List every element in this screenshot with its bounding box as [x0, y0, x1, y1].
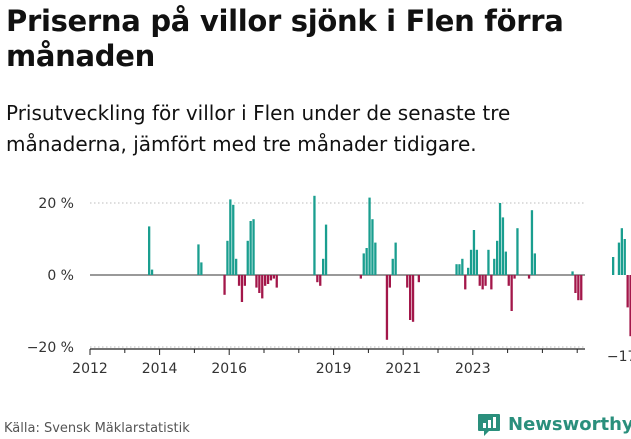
bar — [496, 240, 499, 275]
bar — [629, 275, 631, 337]
chart-subtitle: Prisutveckling för villor i Flen under d… — [6, 101, 511, 156]
bar — [626, 275, 629, 308]
bar — [385, 275, 389, 340]
bar — [235, 258, 238, 275]
bar — [150, 269, 154, 275]
x-tick-label: 2021 — [385, 361, 421, 377]
bar — [409, 275, 412, 320]
bar — [612, 257, 615, 275]
bar — [417, 275, 420, 283]
bar — [313, 195, 316, 275]
bar — [530, 210, 534, 275]
bar — [255, 275, 258, 288]
bar — [411, 275, 415, 322]
bar — [490, 275, 493, 290]
bar — [252, 219, 255, 275]
bar — [391, 258, 394, 275]
brand-logo: Newsworthy — [476, 409, 631, 439]
bar — [580, 275, 583, 301]
bar-chart-logo-icon — [478, 414, 500, 436]
bar — [371, 219, 374, 275]
bar — [481, 275, 484, 290]
bar — [249, 221, 252, 275]
bar — [237, 275, 241, 286]
bar — [200, 262, 203, 275]
bar — [516, 228, 519, 275]
bar — [461, 258, 464, 275]
bar — [197, 244, 200, 275]
bar — [316, 275, 319, 283]
bar — [501, 217, 505, 275]
source-note: Källa: Svensk Mäklarstatistik — [4, 421, 190, 436]
bar — [272, 275, 275, 279]
bar — [148, 226, 151, 275]
bar — [232, 204, 235, 275]
x-tick-label: 2016 — [211, 361, 247, 377]
bar — [623, 239, 626, 275]
bar — [498, 203, 502, 275]
x-tick-label: 2019 — [316, 361, 352, 377]
bar — [261, 275, 264, 299]
y-tick-label: 20 % — [38, 196, 74, 212]
bar — [527, 275, 531, 279]
bar — [362, 253, 365, 275]
bar — [574, 275, 577, 293]
y-tick-label: 0 % — [47, 268, 74, 284]
bar — [620, 228, 623, 275]
bar — [324, 224, 328, 275]
x-tick-label: 2012 — [72, 361, 108, 377]
bar — [319, 275, 322, 286]
bar — [472, 230, 476, 275]
bar — [617, 242, 621, 275]
bar — [269, 275, 273, 281]
bar-chart: 20 % 0 % −20 % 2012 2014 2016 2019 2021 2023 −17 … — [27, 195, 631, 377]
bar — [504, 251, 507, 275]
bar — [467, 267, 470, 275]
bar — [510, 275, 513, 311]
bar — [475, 249, 478, 275]
x-tick-label: 2014 — [142, 361, 178, 377]
bar — [374, 242, 377, 275]
bar — [469, 249, 473, 275]
bar — [226, 240, 229, 275]
bar — [507, 275, 510, 286]
bar — [406, 275, 409, 288]
last-value-label: −17 % — [607, 349, 631, 365]
bar — [264, 275, 267, 286]
bar — [275, 275, 278, 288]
bar — [359, 275, 362, 279]
bar — [464, 275, 467, 290]
bar — [365, 248, 368, 275]
bar — [246, 240, 249, 275]
bar — [322, 258, 325, 275]
bar — [394, 242, 397, 275]
bar — [258, 275, 261, 293]
bar — [223, 275, 226, 295]
bar — [388, 275, 391, 288]
x-tick-label: 2023 — [455, 361, 491, 377]
bar — [229, 199, 232, 275]
y-tick-label: −20 % — [27, 340, 74, 356]
chart-title: Priserna på villor sjönk i Flen förra må… — [6, 4, 564, 73]
bar — [487, 249, 490, 275]
brand-name: Newsworthy — [508, 413, 631, 435]
bar — [455, 264, 458, 275]
bar — [493, 258, 496, 275]
bar — [478, 275, 481, 286]
bar — [484, 275, 487, 286]
bar-series — [148, 195, 631, 340]
bar — [571, 271, 574, 275]
bar — [533, 253, 536, 275]
bar — [577, 275, 580, 301]
bar — [240, 275, 244, 302]
bar — [243, 275, 246, 286]
bar — [266, 275, 270, 284]
bar — [458, 264, 461, 275]
bar — [513, 275, 516, 279]
x-axis — [89, 348, 585, 355]
label-background — [604, 348, 631, 366]
bar — [368, 197, 371, 275]
tick-labels: 20 % 0 % −20 % 2012 2014 2016 2019 2021 2023 −17 … — [27, 196, 631, 377]
